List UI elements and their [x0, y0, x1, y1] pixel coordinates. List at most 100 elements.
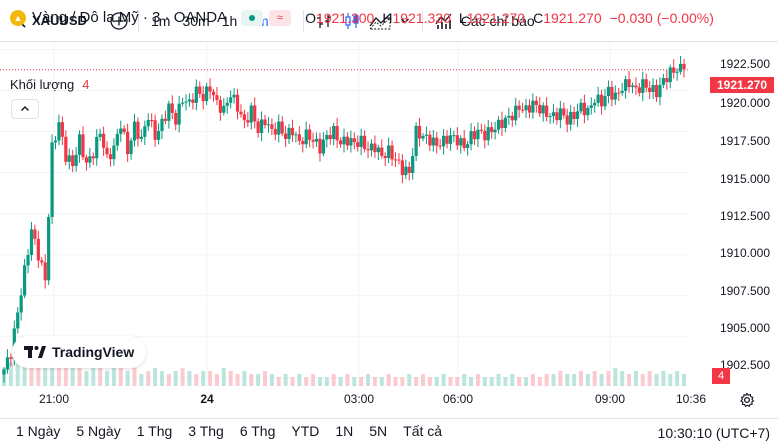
candle-body — [352, 138, 356, 143]
volume-bar — [414, 377, 419, 386]
candle-body — [16, 312, 20, 329]
volume-bar — [372, 377, 377, 386]
indicators-button[interactable]: Các chỉ báo — [429, 0, 541, 42]
candle-body — [359, 135, 363, 147]
range-5d-button[interactable]: 5 Ngày — [76, 423, 121, 439]
candle-body — [105, 147, 109, 155]
data-delay-badge[interactable]: ≈ — [269, 9, 292, 26]
volume-bar — [242, 371, 247, 386]
volume-bar — [407, 374, 412, 386]
candle-body — [610, 86, 614, 100]
candle-body — [620, 90, 624, 93]
volume-bar — [180, 368, 185, 386]
volume-bar — [118, 365, 123, 386]
bar-style-button[interactable] — [310, 0, 338, 42]
chart-settings-button[interactable] — [736, 390, 758, 410]
time-axis[interactable]: 21:00 24 03:00 06:00 09:00 10:36 — [0, 386, 706, 412]
compare-symbol-button[interactable] — [106, 0, 132, 42]
volume-bar — [214, 374, 219, 386]
candle-body — [527, 105, 532, 113]
candle-body — [421, 135, 425, 139]
range-3m-button[interactable]: 3 Thg — [188, 423, 224, 439]
candle-body — [26, 255, 30, 266]
candle-body — [675, 71, 679, 73]
candle-body — [174, 112, 178, 125]
candle-body — [77, 134, 82, 155]
candle-body — [284, 133, 288, 139]
collapse-legend-button[interactable] — [11, 99, 39, 119]
candle-body — [136, 121, 140, 139]
range-6m-button[interactable]: 6 Thg — [239, 423, 276, 439]
volume-bar — [221, 368, 226, 386]
market-open-status[interactable] — [241, 9, 264, 26]
candle-body — [648, 87, 652, 92]
candle-body — [101, 133, 106, 148]
volume-bar — [201, 371, 206, 386]
volume-bar — [469, 377, 474, 386]
candle-body — [259, 119, 264, 133]
volume-bar — [105, 371, 110, 386]
candle-body — [19, 295, 23, 313]
candle-body — [297, 134, 301, 141]
volume-bar — [661, 371, 666, 386]
timezone-clock[interactable]: 10:30:10 (UTC+7) — [657, 425, 770, 441]
candle-body — [545, 105, 549, 117]
volume-bar — [675, 371, 680, 386]
candle-body — [108, 154, 113, 160]
volume-bar — [256, 374, 261, 386]
candle-body — [225, 102, 229, 106]
volume-bar — [578, 371, 583, 386]
volume-bar — [228, 371, 233, 386]
candle-body — [637, 87, 641, 93]
area-style-button[interactable] — [366, 0, 394, 42]
candle-style-button[interactable] — [338, 0, 366, 42]
candle-body — [342, 136, 346, 145]
timeframe-30m[interactable]: 30m — [182, 12, 210, 29]
time-label: 09:00 — [594, 392, 626, 406]
price-label: 1915.000 — [719, 172, 770, 186]
candle-body — [256, 121, 260, 133]
volume-bar — [139, 374, 144, 386]
price-scale[interactable]: 1922.500 1920.000 1917.500 1915.000 1912… — [700, 43, 778, 386]
candle-body — [215, 95, 219, 100]
candle-body — [654, 85, 659, 98]
candle-body — [624, 79, 628, 91]
candle-body — [81, 134, 85, 158]
candle-body — [187, 99, 192, 102]
gold-symbol-icon: ▲ — [10, 9, 26, 26]
volume-label[interactable]: Khối lượng — [10, 77, 75, 92]
candle-body — [407, 166, 411, 173]
candle-body — [132, 121, 137, 141]
volume-bar — [8, 362, 13, 386]
candle-body — [332, 126, 336, 140]
candle-body — [47, 216, 51, 281]
volume-bar — [393, 377, 398, 386]
timeframe-1h[interactable]: 1h — [221, 12, 238, 29]
date-range-bar: 1 Ngày 5 Ngày 1 Thg 3 Thg 6 Thg YTD 1N 5… — [0, 418, 778, 443]
range-ytd-button[interactable]: YTD — [291, 423, 320, 439]
range-1m-button[interactable]: 1 Thg — [136, 423, 173, 439]
range-5y-button[interactable]: 5N — [369, 423, 388, 439]
candle-body — [301, 140, 305, 145]
candle-body — [33, 229, 37, 239]
candle-body — [404, 166, 408, 176]
chart-style-menu-button[interactable] — [394, 0, 416, 42]
range-1d-button[interactable]: 1 Ngày — [16, 423, 61, 439]
price-chart[interactable] — [0, 43, 690, 386]
volume-bar — [50, 353, 55, 386]
range-all-button[interactable]: Tất cả — [403, 423, 443, 439]
open-value: 1921.300 — [315, 9, 375, 26]
candle-body — [658, 84, 662, 98]
candle-body — [599, 94, 604, 107]
range-1y-button[interactable]: 1N — [335, 423, 354, 439]
candle-body — [167, 103, 171, 121]
candle-body — [682, 63, 686, 70]
candle-body — [400, 160, 404, 176]
candle-body — [500, 119, 504, 128]
candle-body — [129, 140, 133, 155]
legend-title[interactable]: Vàng / Đô la Mỹ · 3 · OANDA — [32, 9, 228, 26]
candle-body — [486, 127, 490, 141]
tradingview-logo[interactable]: TradingView — [12, 336, 147, 368]
status-dot-icon — [249, 14, 256, 21]
timeframe-1m[interactable]: 1m — [151, 12, 171, 29]
